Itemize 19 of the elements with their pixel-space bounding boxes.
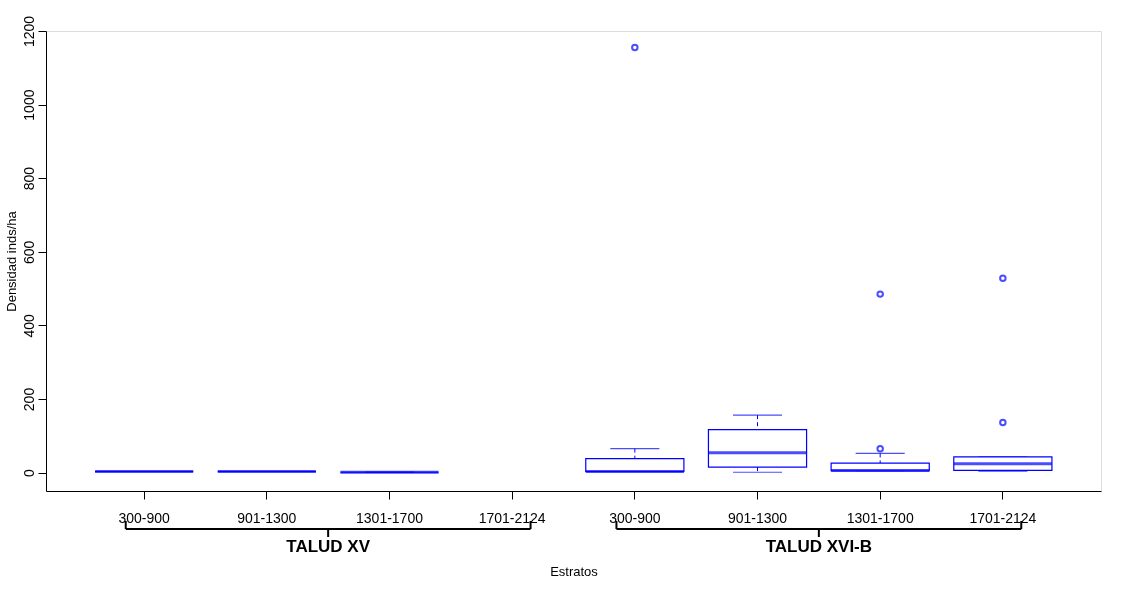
- x-tick-label: 901-1300: [237, 509, 297, 526]
- x-tick-label: 1301-1700: [846, 509, 914, 526]
- y-tick-label: 200: [20, 387, 37, 412]
- y-tick-label: 600: [20, 240, 37, 264]
- y-axis-title: Densidad inds/ha: [3, 210, 19, 312]
- y-tick-label: 800: [20, 166, 37, 191]
- text: TALUD XVI-B: [765, 537, 873, 556]
- x-tick-label: 1701-2124: [969, 509, 1037, 526]
- y-tick-label: 1000: [20, 89, 37, 121]
- x-axis-title: Estratos: [550, 563, 599, 579]
- y-tick-label: 0: [20, 469, 37, 477]
- x-tick-label: 901-1300: [727, 509, 788, 526]
- x-tick-label: 1701-2124: [478, 509, 546, 526]
- x-tick-label: 300-900: [609, 509, 661, 526]
- y-tick-label: 400: [20, 314, 37, 338]
- x-tick-label: 300-900: [118, 509, 171, 526]
- x-tick-label: 1301-1700: [356, 509, 424, 526]
- text: TALUD XV: [286, 537, 371, 556]
- y-tick-label: 1200: [20, 15, 37, 48]
